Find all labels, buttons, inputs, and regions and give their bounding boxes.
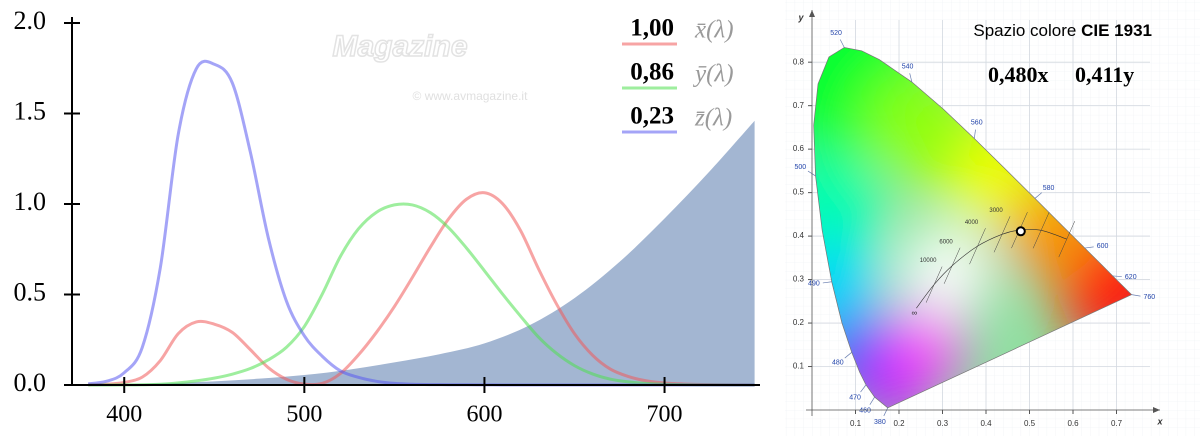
x-tick-label: 0.3 xyxy=(937,419,949,428)
y-tick-label: 0.5 xyxy=(14,277,47,306)
gamut-blob xyxy=(885,304,966,385)
point-x-label: 0,480x xyxy=(988,62,1049,87)
wavelength-label: 580 xyxy=(1043,185,1055,192)
cmf-chart: Magazine © www.avmagazine.it 1,00 x̄(λ) 0,86… xyxy=(14,6,760,428)
x-tick-label: 0.2 xyxy=(893,419,905,428)
y-tick-label: 0.3 xyxy=(793,275,805,284)
area xyxy=(88,120,755,386)
cct-label: 4000 xyxy=(965,220,979,226)
wavelength-label: 500 xyxy=(795,164,807,171)
x-tick-label: 400 xyxy=(106,402,142,428)
isotherm xyxy=(925,266,943,303)
y-tick-label: 0.2 xyxy=(793,318,805,327)
wavelength-tick xyxy=(822,281,832,284)
legend-label: x̄(λ) xyxy=(694,17,734,44)
isotherm xyxy=(1058,220,1076,258)
x-tick-label: 0.6 xyxy=(1067,419,1079,428)
title: Spazio colore CIE 1931 xyxy=(973,21,1152,40)
wavelength-label: 760 xyxy=(1144,294,1156,301)
x-tick-label: 600 xyxy=(466,402,502,428)
wavelength-tick xyxy=(1084,246,1094,249)
x-arrow xyxy=(1153,407,1160,413)
series-line xyxy=(88,191,755,387)
cct-label: 10000 xyxy=(920,258,937,264)
y-axis-label: y xyxy=(797,12,804,22)
wavelength-label: 560 xyxy=(971,119,983,126)
legend-label: ȳ(λ) xyxy=(692,61,734,88)
wavelength-label: 460 xyxy=(859,408,871,415)
wavelength-tick xyxy=(1034,192,1043,199)
y-tick-label: 0.0 xyxy=(14,368,47,397)
isotherm xyxy=(969,228,986,265)
y-tick-label: 0.5 xyxy=(793,188,805,197)
x-tick-label: 500 xyxy=(286,402,322,428)
wavelength-tick xyxy=(844,352,852,359)
wavelength-tick xyxy=(883,407,889,417)
x-tick-label: 700 xyxy=(647,402,683,428)
planckian-locus xyxy=(916,229,1067,309)
x-axis-label: x xyxy=(1156,416,1163,426)
wavelength-tick xyxy=(1112,275,1122,277)
wavelength-tick xyxy=(839,39,845,48)
y-tick-label: 1.0 xyxy=(14,187,47,216)
y-tick-label: 1.5 xyxy=(14,96,47,125)
wavelength-label: 520 xyxy=(830,30,842,37)
y-tick-label: 0.1 xyxy=(793,362,805,371)
legend-value: 1,00 xyxy=(630,15,674,42)
wavelength-tick xyxy=(860,384,867,393)
wavelength-label: 490 xyxy=(808,281,820,288)
wavelength-label: 380 xyxy=(874,419,886,426)
legend-value: 0,23 xyxy=(630,103,674,130)
cct-label: 3000 xyxy=(989,208,1003,214)
wavelength-tick xyxy=(869,396,875,405)
y-tick-label: 0.4 xyxy=(793,231,805,240)
watermark-url: © www.avmagazine.it xyxy=(413,89,529,103)
y-tick-label: 0.6 xyxy=(793,144,805,153)
point-y-label: 0,411y xyxy=(1075,62,1134,87)
wavelength-label: 480 xyxy=(832,359,844,366)
x-tick-label: 0.7 xyxy=(1111,419,1123,428)
y-tick-label: 0.8 xyxy=(793,57,805,66)
cct-label: ∞ xyxy=(912,308,918,317)
x-tick-label: 0.1 xyxy=(850,419,862,428)
wavelength-label: 600 xyxy=(1097,243,1109,250)
wavelength-tick xyxy=(1131,294,1141,297)
y-arrow xyxy=(809,10,815,17)
x-tick-label: 0.5 xyxy=(1024,419,1036,428)
title-bold: CIE 1931 xyxy=(1081,21,1152,40)
wavelength-tick xyxy=(973,129,976,139)
isotherm xyxy=(993,216,1011,253)
chromaticity-point xyxy=(1015,226,1026,237)
wavelength-label: 470 xyxy=(849,394,861,401)
y-tick-label: 2.0 xyxy=(14,6,47,35)
watermark: Magazine xyxy=(332,30,467,63)
title-text: Spazio colore xyxy=(973,21,1076,40)
cct-label: 6000 xyxy=(939,239,953,245)
isotherm xyxy=(943,247,961,284)
x-tick-label: 0.4 xyxy=(980,419,992,428)
series-line xyxy=(88,202,755,387)
isotherm xyxy=(1032,212,1050,249)
legend-label: z̄(λ) xyxy=(694,105,732,132)
wavelength-label: 620 xyxy=(1125,274,1137,281)
wavelength-label: 540 xyxy=(902,63,914,70)
legend-value: 0,86 xyxy=(630,59,674,86)
y-tick-label: 0.7 xyxy=(793,101,805,110)
spectral-locus xyxy=(813,47,1133,409)
wavelength-tick xyxy=(909,73,913,83)
